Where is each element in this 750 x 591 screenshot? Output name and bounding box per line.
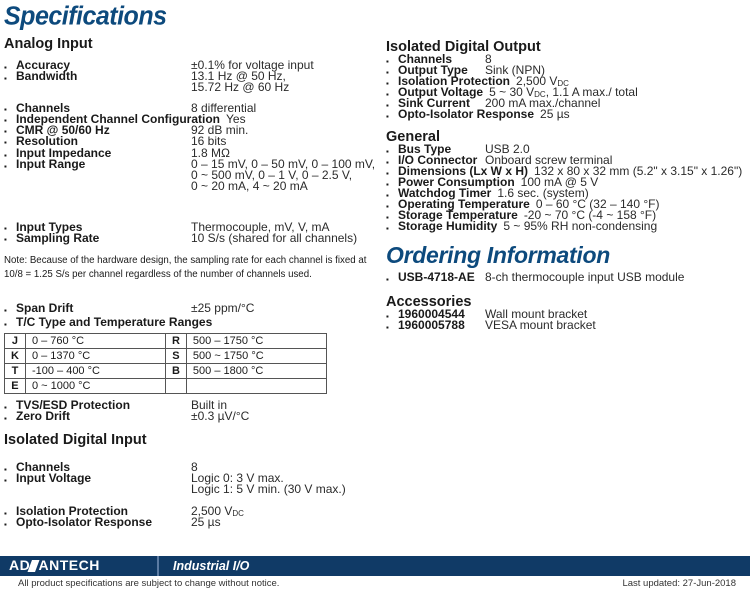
svg-text:AD: AD: [9, 559, 30, 573]
svg-text:ANTECH: ANTECH: [38, 559, 99, 573]
